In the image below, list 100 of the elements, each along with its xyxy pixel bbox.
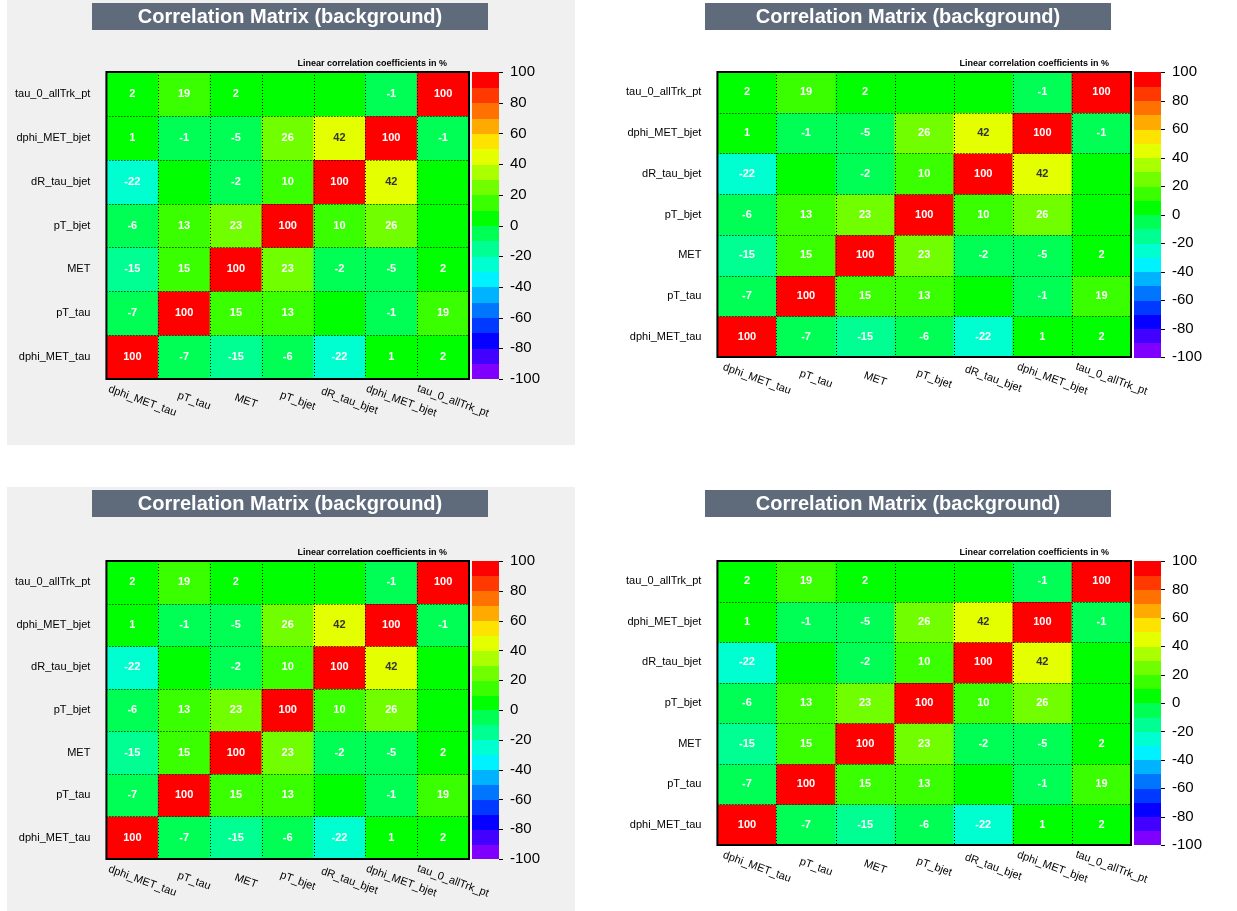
color-bar-label: -20 (1171, 233, 1194, 251)
x-tick-label: pT_bjet (915, 854, 954, 878)
chart-subtitle: Linear correlation coefficients in % (959, 546, 1109, 557)
data-label: 100 (1033, 126, 1052, 139)
data-label: -6 (127, 703, 138, 716)
data-label: 26 (281, 617, 294, 630)
y-tick-label: dphi_MET_bjet (16, 130, 91, 143)
data-label: -1 (386, 788, 397, 801)
data-label: -15 (739, 736, 755, 749)
data-label: 26 (281, 130, 294, 143)
y-tick-label: tau_0_allTrk_pt (14, 86, 91, 99)
data-label: -15 (857, 817, 874, 830)
data-label: 15 (799, 248, 813, 261)
x-tick-label: pT_bjet (915, 366, 954, 390)
data-label: 2 (862, 574, 869, 587)
data-label: -1 (1037, 777, 1048, 790)
color-bar-label: 0 (1171, 693, 1181, 711)
y-tick-label: pT_tau (56, 788, 91, 801)
y-tick-label: dR_tau_bjet (31, 660, 91, 673)
data-label: 2 (232, 86, 239, 99)
color-bar-label: -60 (509, 789, 532, 807)
data-label: -6 (282, 830, 293, 843)
data-label: 19 (1095, 288, 1108, 301)
y-tick-label: dR_tau_bjet (642, 655, 702, 668)
data-label: -6 (742, 207, 752, 220)
data-label: 23 (281, 745, 294, 758)
y-tick-label: MET (678, 736, 702, 749)
data-label: 100 (974, 166, 993, 179)
data-label: 2 (129, 575, 136, 588)
color-bar-label: 80 (509, 580, 527, 598)
x-tick-label: pT_bjet (278, 388, 318, 412)
x-tick-label: MET (862, 856, 889, 876)
data-label: 42 (977, 126, 990, 139)
color-bar-label: -60 (1171, 290, 1194, 308)
data-label: 100 (1092, 85, 1111, 98)
x-tick-label: pT_tau (176, 388, 213, 412)
data-label: -1 (386, 575, 397, 588)
data-label: -5 (231, 130, 241, 143)
data-label: -7 (179, 350, 189, 363)
data-label: 100 (174, 306, 194, 319)
data-label: 2 (440, 745, 447, 758)
data-label: 100 (330, 660, 349, 673)
color-bar-label: 60 (1171, 119, 1189, 137)
chart-title: Correlation Matrix (background) (705, 3, 1111, 30)
y-tick-label: dphi_MET_tau (18, 830, 91, 843)
data-label: 2 (129, 86, 136, 99)
data-label: 100 (915, 696, 934, 709)
color-bar-label: -40 (1171, 749, 1194, 767)
data-label: 1 (743, 614, 751, 627)
data-label: 2 (1098, 817, 1105, 830)
data-label: -1 (386, 86, 397, 99)
data-label: 26 (918, 126, 931, 139)
chart-subtitle: Linear correlation coefficients in % (297, 57, 447, 68)
data-label: -1 (1096, 126, 1107, 139)
color-bar-label: 60 (509, 123, 527, 141)
color-bar-label: 20 (1171, 176, 1189, 194)
data-label: 15 (229, 306, 243, 319)
data-label: -1 (438, 617, 448, 630)
color-bar-label: 80 (1171, 90, 1189, 108)
data-label: -6 (282, 350, 293, 363)
color-bar-label: -80 (1171, 318, 1194, 336)
data-label: 1 (129, 617, 136, 630)
y-tick-label: pT_tau (56, 306, 91, 319)
color-bar-label: 0 (509, 215, 519, 233)
color-bar-label: -100 (1171, 835, 1203, 853)
data-label: -6 (742, 696, 752, 709)
color-bar-label: -60 (1171, 778, 1194, 796)
data-label: -7 (127, 306, 138, 319)
data-label: 100 (433, 86, 453, 99)
data-label: 100 (915, 207, 934, 220)
data-label: -2 (978, 248, 989, 261)
data-label: -7 (801, 817, 811, 830)
data-label: -2 (860, 655, 871, 668)
data-label: 100 (123, 350, 142, 363)
color-bar-label: 100 (1171, 62, 1198, 80)
data-label: -22 (739, 655, 755, 668)
data-label: 42 (385, 174, 398, 187)
data-label: 23 (858, 207, 872, 220)
data-label: 15 (858, 288, 872, 301)
color-bar-label: -40 (509, 277, 532, 295)
color-bar-label: 40 (509, 640, 527, 658)
data-label: -1 (386, 306, 397, 319)
data-label: -1 (438, 130, 448, 143)
data-label: 23 (229, 218, 243, 231)
color-bar-label: 100 (1171, 551, 1198, 569)
color-bar-label: 20 (1171, 664, 1189, 682)
data-label: -22 (124, 660, 141, 673)
color-bar-label: 60 (1171, 607, 1189, 625)
data-label: -1 (179, 617, 189, 630)
data-label: -22 (331, 830, 348, 843)
data-label: 13 (281, 788, 294, 801)
chart-title: Correlation Matrix (background) (92, 3, 488, 30)
data-label: -2 (231, 660, 241, 673)
data-label: 26 (918, 614, 931, 627)
data-label: 100 (278, 218, 297, 231)
data-label: -1 (801, 614, 811, 627)
y-tick-label: tau_0_allTrk_pt (14, 575, 91, 588)
data-label: 15 (177, 262, 191, 275)
chart-title: Correlation Matrix (background) (92, 490, 488, 517)
data-label: 19 (436, 788, 450, 801)
